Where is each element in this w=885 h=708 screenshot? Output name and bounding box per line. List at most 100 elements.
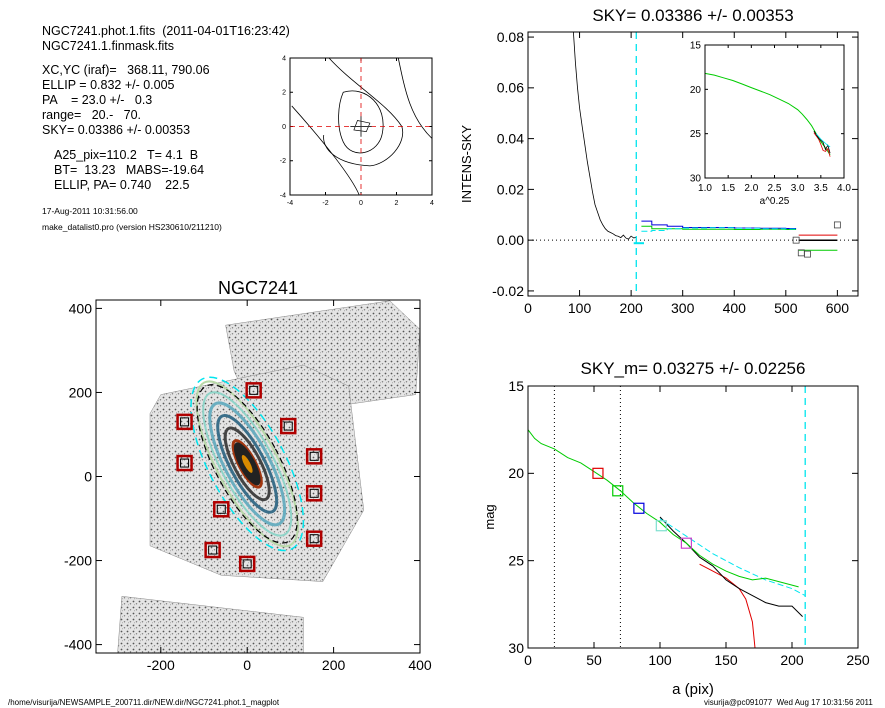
contour-panel-ytick-label: 0	[282, 124, 286, 131]
contour-panel-xtick-label: -2	[322, 200, 328, 207]
sky-box-inner	[216, 504, 226, 514]
contour-panel-ytick-label: -4	[280, 192, 286, 199]
fits-filename: NGC7241.phot.1.fits (2011-04-01T16:23:42…	[42, 24, 290, 38]
square-point	[833, 221, 841, 229]
galaxy-panel-ytick-label: -200	[64, 552, 92, 568]
param-sky: SKY= 0.03386 +/- 0.00353	[42, 123, 191, 137]
sky-box-inner	[180, 417, 190, 427]
range-ellipse	[196, 384, 298, 544]
mag-black-line	[659, 516, 803, 617]
inset-cyan-line	[815, 133, 831, 148]
sky-box	[279, 417, 297, 435]
step-series-blue	[641, 220, 797, 229]
isophote-ellipse	[208, 401, 287, 527]
contour-panel-ytick-label: 4	[282, 55, 286, 62]
sky-profile-panel-frame	[527, 31, 859, 297]
sky-box	[213, 501, 230, 518]
inset-red-line	[813, 132, 831, 157]
mag-profile-xlabel: a (pix)	[672, 681, 714, 698]
aperture-marker	[633, 502, 645, 514]
mag-red-line	[699, 563, 756, 649]
sky-box	[176, 413, 193, 431]
inset-panel-ytick-label: 25	[690, 129, 702, 140]
mag-profile-panel-ytick-label: 30	[508, 640, 524, 656]
isophote-ellipse	[216, 414, 279, 514]
aperture-marker	[680, 537, 693, 549]
sky-box-inner	[283, 421, 293, 431]
galaxy-panel-xtick-label: 200	[322, 657, 346, 673]
inset-xlabel: a^0.25	[760, 196, 790, 207]
inset-panel-xtick-label: 1.5	[721, 183, 735, 194]
param-ellip: ELLIP = 0.832 +/- 0.005	[42, 78, 175, 92]
contour-panel-xtick-label: 4	[430, 200, 434, 207]
mag-profile-panel-xtick-label: 250	[846, 652, 870, 668]
mag-profile-panel-xtick-label: 0	[524, 652, 532, 668]
mag-profile-panel-ytick-label: 25	[508, 553, 524, 569]
square-point	[804, 250, 811, 258]
sky-box	[305, 485, 323, 502]
sky-profile-panel-ytick-label: 0.06	[497, 80, 524, 96]
contour-panel-xtick-label: 2	[395, 200, 399, 207]
aperture-marker	[655, 520, 667, 532]
sky-profile-panel-xtick-label: 300	[671, 300, 695, 316]
mag-profile-panel-ytick-label: 15	[508, 378, 524, 394]
isophote-ellipse	[195, 380, 299, 548]
sky-profile-panel-xtick-label: 100	[568, 300, 592, 316]
sky-box-inner	[180, 458, 190, 468]
galaxy-panel-xtick-label: -200	[147, 657, 175, 673]
sky-box	[305, 530, 323, 547]
mag-profile-panel-ytick-label: 20	[508, 465, 524, 481]
mag-green-line	[527, 429, 799, 588]
profile-line	[573, 31, 637, 240]
contour-panel-ytick-label: 2	[282, 90, 286, 97]
aperture-marker	[612, 485, 624, 497]
galaxy-nucleus	[241, 454, 253, 473]
inset-black-line	[813, 130, 831, 154]
sky-box	[245, 382, 262, 399]
inset-panel-xtick-label: 1.0	[698, 183, 712, 194]
param-pa: PA = 23.0 +/- 0.3	[42, 93, 153, 107]
sky-profile-panel-xtick-label: 600	[826, 300, 850, 316]
inset-panel-xtick-label: 2.5	[768, 183, 782, 194]
sky-box-inner	[309, 451, 319, 461]
step-series-cyan	[641, 227, 797, 232]
sky-box	[204, 541, 221, 559]
isophote-ellipse	[223, 426, 271, 502]
sky-ellipse	[190, 376, 305, 552]
mag-profile-panel-xtick-label: 50	[586, 652, 602, 668]
mag-profile-panel-frame	[527, 385, 859, 649]
galaxy-panel-ytick-label: 0	[84, 468, 92, 484]
inset-panel-ytick-label: 15	[690, 41, 702, 52]
sky-profile-panel-xtick-label: 200	[619, 300, 643, 316]
sky-box-inner	[249, 385, 259, 395]
inset-panel-xtick-label: 2.0	[744, 183, 758, 194]
sky-box-inner	[242, 559, 252, 569]
mag-profile-title: SKY_m= 0.03275 +/- 0.02256	[581, 359, 806, 378]
sky-profile-panel-xtick-label: 400	[723, 300, 747, 316]
isophote-ellipse	[202, 391, 293, 537]
sky-profile-panel-ytick-label: 0.04	[497, 131, 524, 147]
sky-box-inner	[208, 545, 218, 555]
inset-panel-ytick-label: 30	[690, 174, 702, 185]
mag-profile-panel-xtick-label: 100	[648, 652, 672, 668]
run-date: 17-Aug-2011 10:31:56.00	[42, 206, 138, 216]
contour-panel-xtick-label: 0	[359, 200, 363, 207]
galaxy-panel-ytick-label: 400	[69, 300, 93, 316]
contour-curve	[397, 57, 433, 139]
sky-box	[305, 448, 323, 465]
square-point	[792, 236, 800, 244]
sky-box-inner	[309, 488, 319, 498]
contour-curve	[338, 90, 384, 154]
mag-cyan-line	[659, 518, 806, 597]
inset-bg	[705, 45, 844, 178]
sky-profile-panel-xtick-label: 500	[774, 300, 798, 316]
param-range: range= 20.- 70.	[42, 108, 142, 122]
sky-box-inner	[309, 534, 319, 544]
contour-panel-xtick-label: -4	[287, 200, 293, 207]
galaxy-title: NGC7241	[218, 278, 298, 298]
galaxy-panel-xtick-label: 400	[408, 657, 432, 673]
inset-panel-xtick-label: 3.0	[791, 183, 805, 194]
param-center: XC,YC (iraf)= 368.11, 790.06	[42, 63, 210, 77]
galaxy-panel-xtick-label: 0	[243, 657, 251, 673]
